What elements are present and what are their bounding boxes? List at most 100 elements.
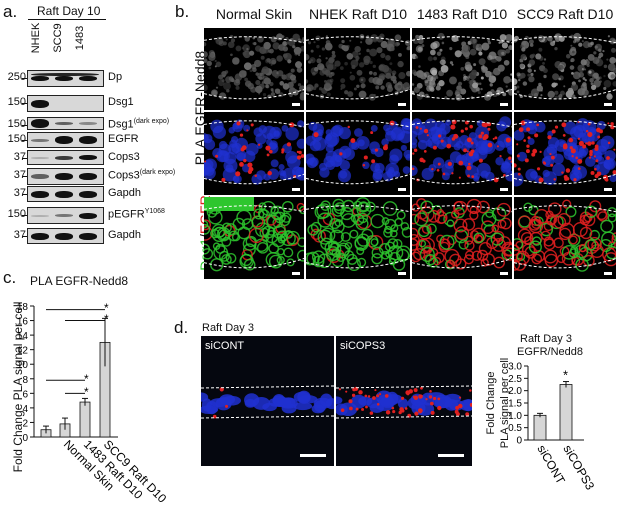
protein-label: EGFR xyxy=(108,133,139,145)
panel-a-label: a. xyxy=(3,2,18,21)
band xyxy=(79,155,97,160)
si-cops3-image xyxy=(336,336,472,466)
protein-sup: (dark expo) xyxy=(139,169,176,176)
micro-panel xyxy=(306,112,410,195)
mw-marker: 250 xyxy=(7,71,26,83)
protein-name: Dsg1 xyxy=(108,118,134,131)
band xyxy=(31,156,49,159)
scale-bar xyxy=(500,272,508,275)
scale-bar xyxy=(398,188,406,191)
d-sig-star: * xyxy=(563,368,568,383)
c-sig-star: * xyxy=(104,301,109,315)
scale-bar xyxy=(604,188,612,191)
protein-label: Dsg1(dark expo) xyxy=(108,118,169,131)
scale-bar xyxy=(500,188,508,191)
mw-tick xyxy=(22,194,27,195)
panel-b-label: b. xyxy=(175,2,190,21)
mw-tick xyxy=(22,103,27,104)
panel-d-chart-title-2: EGFR/Nedd8 xyxy=(517,346,584,358)
panel-c-label: c. xyxy=(3,268,17,287)
micro-canvas xyxy=(514,32,616,100)
d-bar xyxy=(533,414,547,441)
panel-a-header-rule xyxy=(28,19,106,20)
blot xyxy=(27,186,104,202)
band xyxy=(79,190,97,198)
d-ytick-label: 1.5 xyxy=(508,399,522,410)
blot xyxy=(27,117,104,130)
col-title-1483: 1483 Raft D10 xyxy=(416,6,508,22)
mw-tick xyxy=(22,215,27,216)
blot xyxy=(27,132,104,148)
c-ytick-label: 18 xyxy=(17,302,29,313)
col-title-nhek: NHEK Raft D10 xyxy=(308,6,408,22)
micro-canvas xyxy=(204,197,304,272)
d-ytick-label: 2.5 xyxy=(508,374,522,385)
d-image-canvas xyxy=(336,385,472,457)
c-ytick-label: 10 xyxy=(17,360,29,371)
mw-tick xyxy=(22,176,27,177)
c-sig-star: * xyxy=(84,385,89,399)
band xyxy=(55,122,73,125)
protein-label: Gapdh xyxy=(108,187,141,199)
c-ytick-label: 4 xyxy=(22,404,28,415)
si-cont-label: siCONT xyxy=(205,340,245,352)
micro-panel xyxy=(514,112,616,195)
micro-panel xyxy=(306,28,410,110)
protein-name: EGFR xyxy=(108,133,139,145)
micro-canvas xyxy=(306,118,410,185)
band xyxy=(79,122,97,125)
band xyxy=(31,232,49,240)
d-bar xyxy=(559,384,573,441)
mw-marker: 37 xyxy=(13,151,26,163)
mw-marker: 37 xyxy=(13,187,26,199)
si-cops3-label: siCOPS3 xyxy=(340,340,386,352)
panel-d-label: d. xyxy=(174,318,189,337)
col-title-scc9: SCC9 Raft D10 xyxy=(516,6,614,22)
micro-panel xyxy=(412,112,512,195)
mw-marker: 150 xyxy=(7,208,26,220)
micro-canvas xyxy=(412,116,512,185)
band xyxy=(55,232,73,240)
protein-sup: (dark expo) xyxy=(133,118,170,125)
c-sig-star: * xyxy=(104,312,109,326)
protein-label: pEGFRY1068 xyxy=(108,208,165,221)
protein-sup: Y1068 xyxy=(144,208,165,215)
c-ytick-label: 12 xyxy=(17,346,29,357)
band xyxy=(79,173,97,180)
protein-label: Cops3 xyxy=(108,151,140,163)
blot xyxy=(27,95,104,112)
scale-bar xyxy=(398,103,406,106)
band xyxy=(31,190,49,198)
band xyxy=(31,76,49,81)
band xyxy=(31,174,49,179)
mw-tick xyxy=(22,158,27,159)
protein-name: pEGFR xyxy=(108,208,145,221)
col-title-normal-skin: Normal Skin xyxy=(215,6,293,22)
blot xyxy=(27,168,104,185)
d-ytick-label: 3.0 xyxy=(508,362,522,373)
panel-d-chart-title-1: Raft Day 3 xyxy=(520,333,572,345)
band xyxy=(55,76,73,81)
scale-bar xyxy=(604,272,612,275)
blot xyxy=(27,70,104,87)
c-ytick-label: 0 xyxy=(22,433,28,444)
d-scale-bar xyxy=(438,454,464,457)
micro-canvas xyxy=(514,118,616,187)
mw-marker: 37 xyxy=(13,169,26,181)
micro-canvas xyxy=(514,199,616,272)
micro-canvas xyxy=(412,32,512,101)
scale-bar xyxy=(398,272,406,275)
micro-panel xyxy=(514,197,616,279)
blot xyxy=(27,150,104,165)
micro-panel xyxy=(412,28,512,110)
scale-bar xyxy=(292,103,300,106)
d-ytick-label: 0 xyxy=(516,436,522,447)
c-sig-star: * xyxy=(84,372,89,386)
protein-name: Gapdh xyxy=(108,187,142,199)
micro-canvas xyxy=(204,33,304,101)
micro-canvas xyxy=(204,119,304,185)
micro-panel xyxy=(204,28,304,110)
c-ytick-label: 14 xyxy=(17,331,29,342)
blot xyxy=(27,228,104,244)
c-ytick-label: 6 xyxy=(22,389,28,400)
